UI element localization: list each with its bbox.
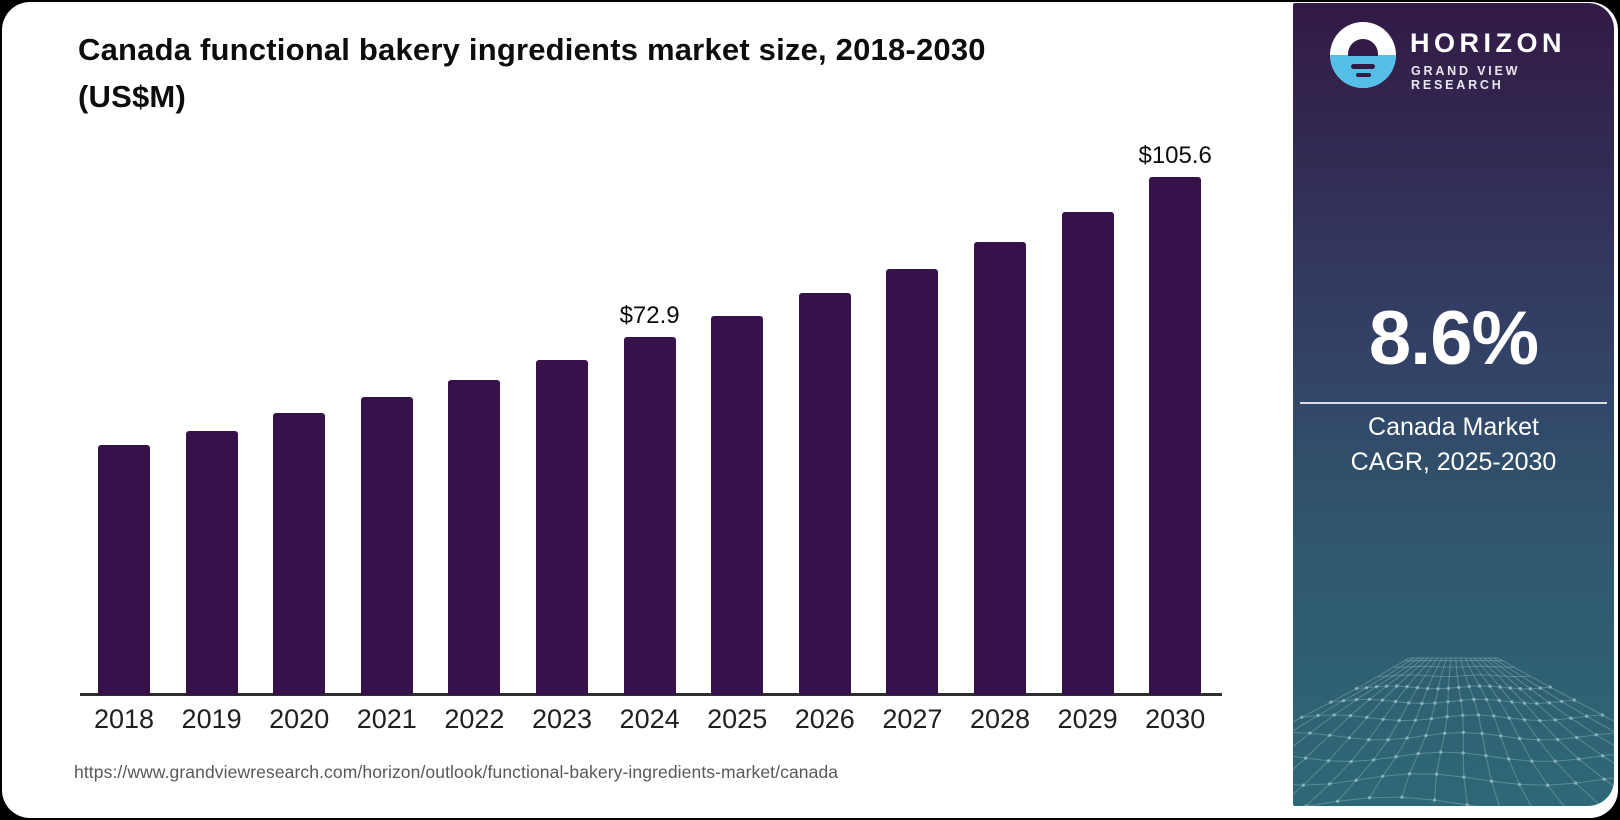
x-tick-label-2025: 2025 — [707, 704, 768, 734]
bar-2018 — [98, 445, 150, 695]
x-tick-label-2029: 2029 — [1057, 704, 1118, 734]
x-tick-label-2021: 2021 — [356, 704, 417, 734]
chart-title-line1: Canada functional bakery ingredients mar… — [78, 32, 986, 67]
bar-2020 — [273, 413, 326, 695]
logo-sun-shape — [1348, 39, 1378, 56]
x-tick-label-2026: 2026 — [794, 704, 855, 734]
logo-reflection-line-2 — [1356, 73, 1371, 77]
bar-2027 — [886, 268, 939, 695]
wireframe-mesh-decoration — [1293, 657, 1614, 806]
bar-2028 — [974, 242, 1026, 695]
x-tick-label-2027: 2027 — [882, 704, 943, 734]
cagr-label-line2: CAGR, 2025-2030 — [1350, 448, 1557, 476]
bar-2025 — [711, 315, 764, 695]
bar-2029 — [1061, 212, 1114, 695]
bar-2024 — [623, 337, 676, 695]
x-tick-label-2018: 2018 — [93, 704, 155, 734]
bar-2026 — [798, 293, 851, 695]
chart-title-line2: (US$M) — [78, 79, 186, 114]
x-tick-label-2020: 2020 — [269, 704, 330, 734]
x-tick-label-2023: 2023 — [531, 704, 593, 734]
bar-2023 — [536, 360, 588, 695]
cagr-value: 8.6% — [1368, 296, 1539, 381]
chart-title: Canada functional bakery ingredients mar… — [78, 26, 1228, 120]
logo-reflection-line-1 — [1351, 64, 1375, 69]
data-label-2030: $105.6 — [1138, 142, 1212, 170]
cagr-label-line1: Canada Market — [1368, 413, 1539, 441]
stat-divider — [1300, 402, 1607, 404]
bar-2021 — [360, 396, 413, 695]
data-label-2024: $72.9 — [619, 302, 680, 330]
brand-panel: HORIZON GRAND VIEW RESEARCH 8.6% Canada … — [1293, 3, 1614, 806]
brand-subtitle: GRAND VIEW RESEARCH — [1411, 64, 1521, 92]
logo-sea-shape — [1330, 55, 1396, 88]
source-url: https://www.grandviewresearch.com/horizo… — [74, 762, 839, 782]
x-tick-label-2022: 2022 — [444, 704, 505, 734]
x-tick-label-2024: 2024 — [619, 704, 680, 734]
x-tick-label-2028: 2028 — [969, 704, 1031, 734]
x-tick-label-2030: 2030 — [1145, 704, 1206, 734]
bar-2022 — [448, 379, 501, 695]
brand-name: HORIZON — [1410, 28, 1566, 58]
x-tick-label-2019: 2019 — [181, 704, 242, 734]
cagr-label: Canada Market CAGR, 2025-2030 — [1293, 410, 1614, 480]
bar-2019 — [185, 431, 238, 695]
horizon-sunset-icon — [1330, 22, 1396, 88]
bar-2030 — [1149, 177, 1202, 695]
